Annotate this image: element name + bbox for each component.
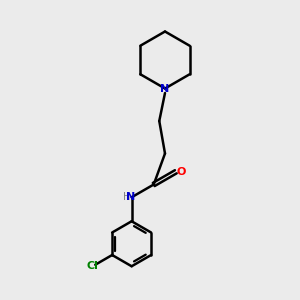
Text: Cl: Cl: [86, 261, 98, 271]
Text: N: N: [160, 83, 169, 94]
Text: O: O: [176, 167, 186, 177]
Text: N: N: [126, 192, 135, 202]
Text: H: H: [123, 192, 130, 202]
